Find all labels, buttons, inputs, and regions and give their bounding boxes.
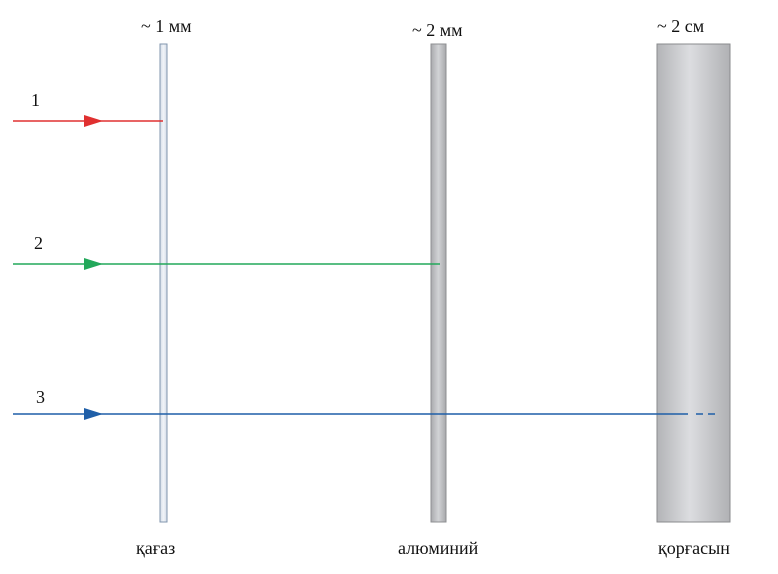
paper-sheet — [159, 43, 168, 523]
aluminium-plate — [430, 43, 447, 523]
lead-material-label: қорғасын — [658, 538, 730, 558]
ray-3-arrow — [84, 408, 103, 420]
lead-thickness-label: ~ 2 см — [657, 16, 704, 36]
paper-thickness-label: ~ 1 мм — [141, 16, 192, 36]
paper-material-label: қағаз — [136, 538, 175, 558]
aluminium-material-label: алюминий — [398, 538, 479, 558]
ray-1-label: 1 — [31, 90, 40, 110]
aluminium-thickness-label: ~ 2 мм — [412, 20, 463, 40]
ray-3-label: 3 — [36, 387, 45, 407]
ray-1-arrow — [84, 115, 103, 127]
ray-2-label: 2 — [34, 233, 43, 253]
ray-2-arrow — [84, 258, 103, 270]
lead-block — [656, 43, 731, 523]
